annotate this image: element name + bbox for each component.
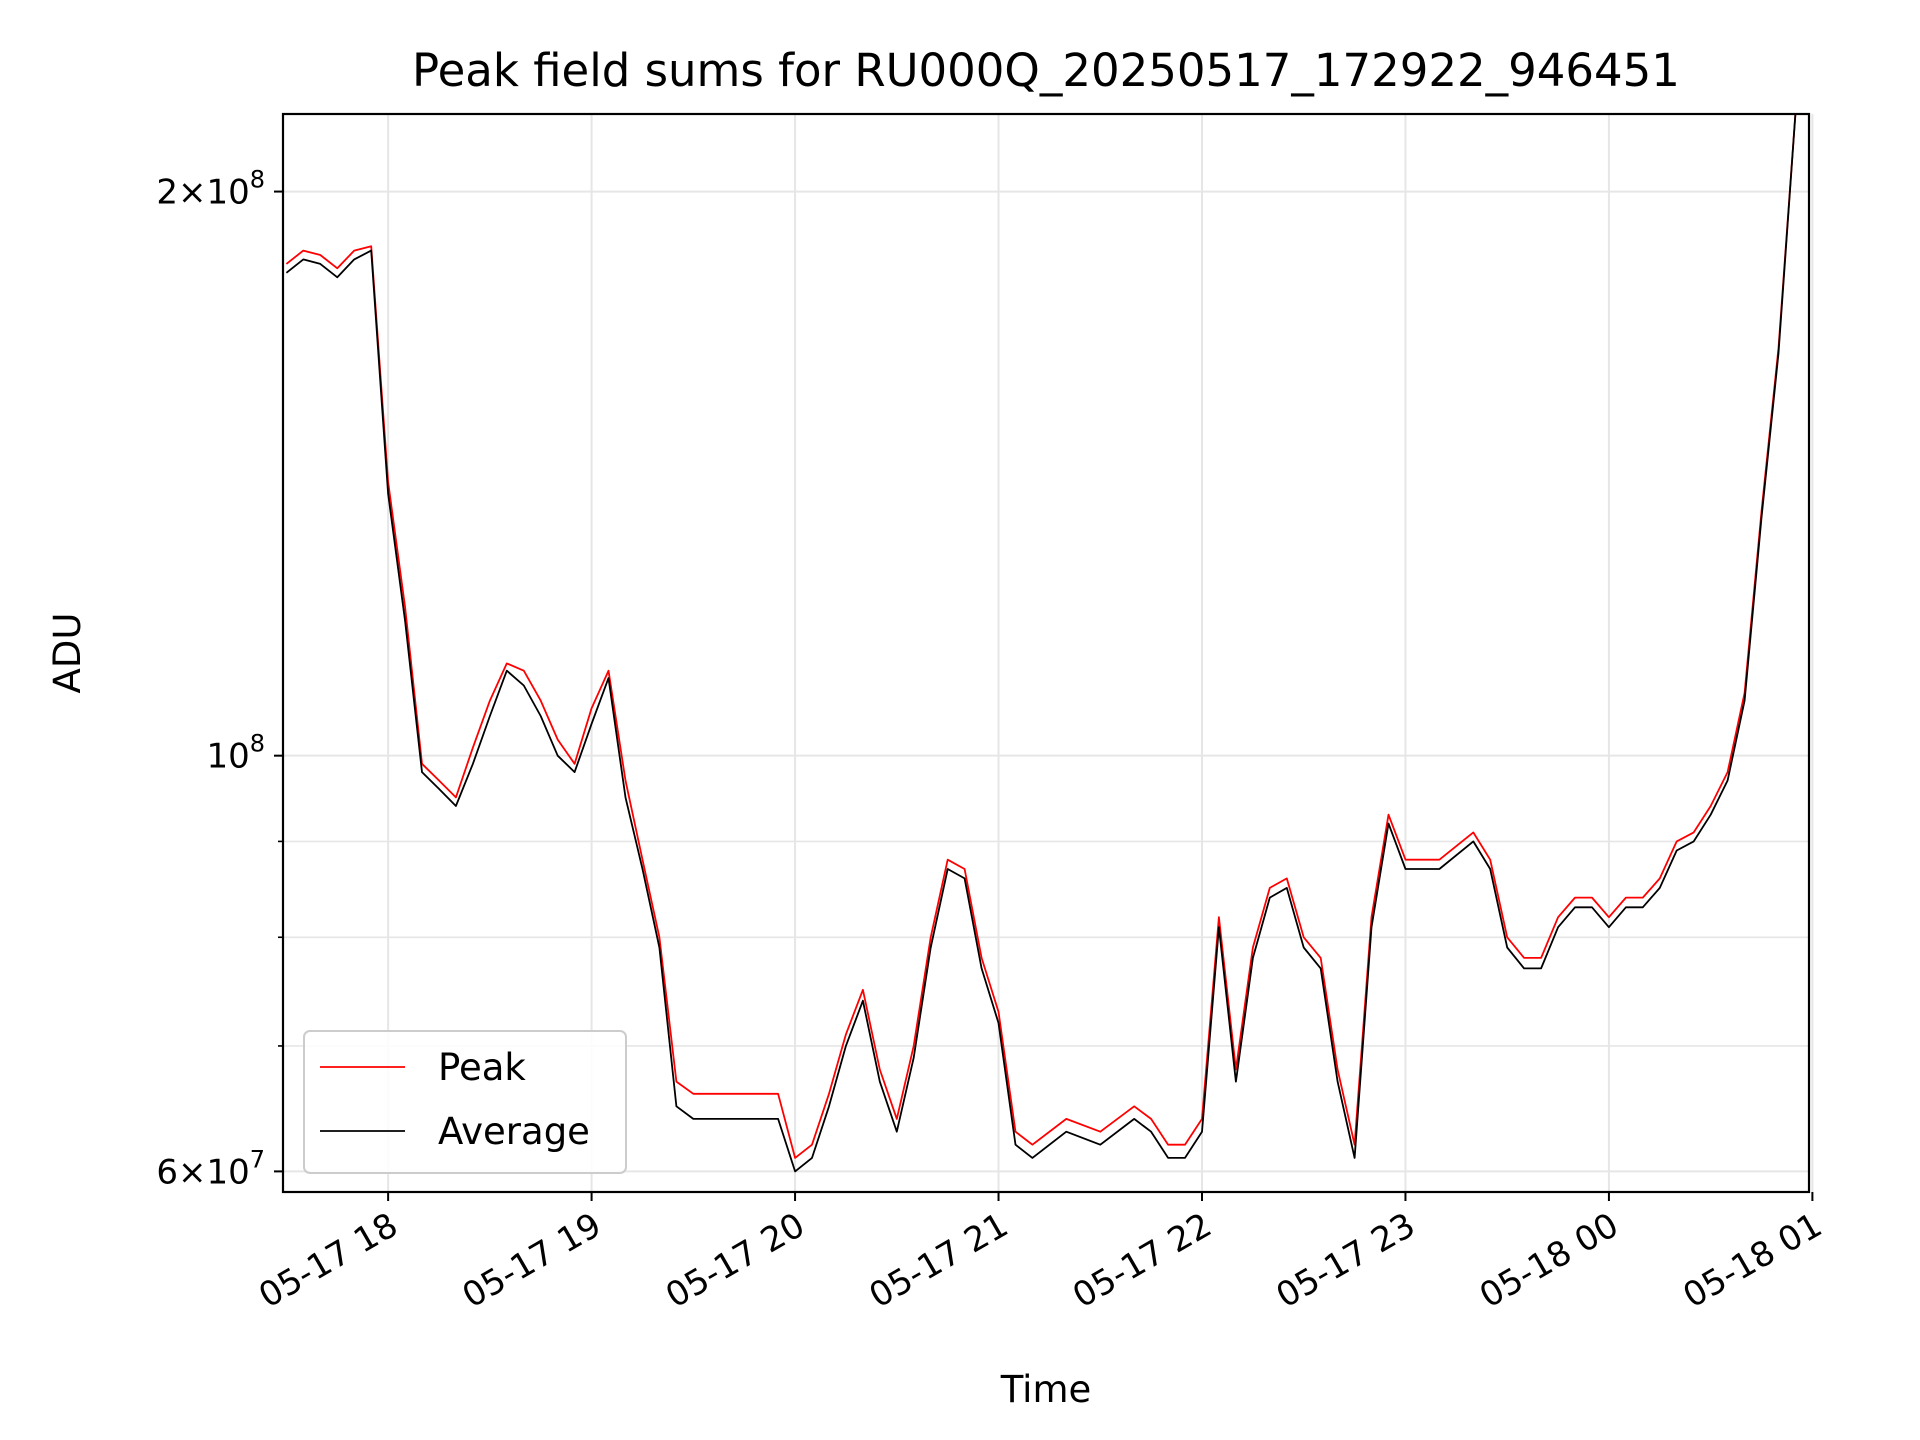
x-tick-label: 05-17 23 [1270, 1205, 1422, 1316]
x-tick-label: 05-17 21 [863, 1205, 1015, 1316]
peak-line [285, 113, 1797, 1159]
x-tick-label: 05-18 01 [1676, 1205, 1828, 1316]
x-axis-label: Time [1000, 1368, 1092, 1411]
series-lines [285, 113, 1797, 1173]
y-tick-label: 2×108 [156, 166, 265, 213]
legend-peak-label: Peak [438, 1046, 526, 1089]
y-axis: 6×107 108 2×108 [156, 166, 283, 1192]
x-tick-label: 05-18 00 [1473, 1205, 1625, 1316]
plot-frame [281, 112, 1811, 1194]
average-line [285, 113, 1797, 1173]
y-tick-label: 6×107 [156, 1145, 265, 1192]
y-axis-label: ADU [46, 613, 89, 694]
x-tick-label: 05-17 22 [1066, 1205, 1218, 1316]
legend: Peak Average [303, 1030, 627, 1174]
x-tick-label: 05-17 19 [456, 1205, 608, 1316]
x-tick-label: 05-17 18 [252, 1205, 404, 1316]
chart-title: Peak field sums for RU000Q_20250517_1729… [412, 44, 1680, 97]
legend-average-label: Average [438, 1110, 590, 1153]
x-tick-label: 05-17 20 [659, 1205, 811, 1316]
y-tick-label: 108 [206, 730, 265, 777]
x-axis: 05-17 18 05-17 19 05-17 20 05-17 21 05-17 22… [252, 1192, 1829, 1316]
